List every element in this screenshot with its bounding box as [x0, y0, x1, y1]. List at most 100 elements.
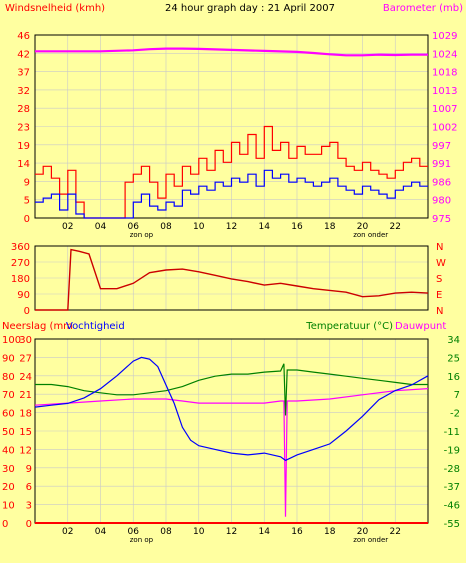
x-tick-label: 22 [390, 527, 401, 537]
rain-y-tick: 6 [26, 482, 32, 493]
humidity-y-tick: 10 [2, 501, 15, 512]
humidity-y-tick: 0 [2, 519, 8, 530]
temperature-y-tick: 7 [454, 390, 460, 401]
dewpoint-line [34, 388, 429, 517]
wind-average-line [35, 169, 428, 219]
compass-letter: N [436, 242, 443, 253]
winddir-y-tick: 270 [11, 258, 30, 269]
rain-y-tick: 18 [19, 409, 32, 420]
compass-letter: S [436, 274, 442, 285]
x-tick-label: 10 [193, 527, 205, 537]
humidity-y-tick: 50 [2, 427, 15, 438]
wind-barometer-panel: 46 42 37 32 28 23 19 14 9 5 0 1029 1024 1018 1013 1007 1… [17, 31, 457, 239]
wind-axis-title: Windsnelheid (kmh) [5, 3, 105, 14]
temperature-y-tick: 25 [447, 353, 460, 364]
wind-y-tick: 9 [24, 177, 30, 188]
temperature-y-tick: 34 [447, 335, 460, 346]
winddir-y-tick: 180 [11, 274, 30, 285]
rain-y-tick: 21 [19, 390, 32, 401]
rain-y-tick: 30 [19, 335, 32, 346]
x-tick-label: 02 [62, 222, 73, 232]
winddir-y-tick: 360 [11, 242, 30, 253]
barometer-y-tick: 986 [432, 177, 451, 188]
x-tick-label: 20 [357, 527, 369, 537]
rain-y-tick: 27 [19, 353, 32, 364]
humidity-temperature-panel: 1009080706050403020100302724211815129630… [2, 335, 460, 544]
temperature-y-tick: -55 [444, 519, 460, 530]
compass-letter: W [436, 258, 446, 269]
rain-y-tick: 15 [19, 427, 32, 438]
humidity-y-tick: 30 [2, 464, 15, 475]
x-tick-label: 16 [291, 527, 303, 537]
barometer-axis-title: Barometer (mb) [383, 3, 463, 14]
x-tick-label: 22 [390, 222, 401, 232]
wind-y-tick: 42 [17, 49, 30, 60]
wind-y-tick: 46 [17, 31, 30, 42]
humidity-y-tick: 70 [2, 390, 15, 401]
x-tick-label: 08 [160, 527, 172, 537]
winddir-y-tick: 90 [17, 290, 30, 301]
humidity-y-tick: 40 [2, 445, 15, 456]
humidity-line [34, 356, 429, 462]
humidity-y-tick: 60 [2, 409, 15, 420]
barometer-y-tick: 1007 [432, 104, 457, 115]
temperature-y-tick: 16 [447, 372, 460, 383]
barometer-y-tick: 1029 [432, 31, 457, 42]
barometer-y-tick: 975 [432, 214, 451, 225]
x-tick-label: 18 [324, 527, 336, 537]
temperature-y-tick: -11 [444, 427, 460, 438]
rain-y-tick: 0 [26, 519, 32, 530]
x-tick-label: 14 [259, 527, 271, 537]
x-tick-label: 20 [357, 222, 369, 232]
temperature-line [35, 363, 428, 416]
wind-y-tick: 37 [17, 68, 30, 79]
rain-axis-title: Neerslag (mm [2, 321, 73, 332]
rain-y-tick: 9 [26, 464, 32, 475]
barometer-y-tick: 1024 [432, 49, 457, 60]
winddir-y-tick: 0 [24, 306, 30, 317]
sunset-label: zon onder [353, 231, 388, 239]
wind-y-tick: 28 [17, 104, 30, 115]
rain-y-tick: 24 [19, 372, 32, 383]
x-tick-label: 18 [324, 222, 336, 232]
x-tick-label: 02 [62, 527, 73, 537]
wind-y-tick: 0 [24, 214, 30, 225]
temperature-y-tick: -46 [444, 501, 460, 512]
x-tick-label: 12 [226, 222, 237, 232]
graph-title: 24 hour graph day : 21 April 2007 [165, 3, 335, 14]
wind-y-tick: 23 [17, 123, 30, 134]
temperature-y-tick: -37 [444, 482, 460, 493]
wind-y-tick: 5 [24, 196, 30, 207]
barometer-y-tick: 991 [432, 159, 451, 170]
humidity-y-tick: 90 [2, 353, 15, 364]
x-tick-label: 06 [128, 222, 140, 232]
wind-y-tick: 19 [17, 141, 30, 152]
wind-direction-line [35, 248, 429, 311]
x-tick-label: 04 [95, 527, 107, 537]
compass-letter: N [436, 306, 443, 317]
temperature-y-tick: -2 [450, 409, 460, 420]
x-tick-label: 16 [291, 222, 303, 232]
temperature-y-tick: -19 [444, 445, 460, 456]
barometer-y-tick: 1013 [432, 86, 457, 97]
barometer-y-tick: 1018 [432, 68, 457, 79]
wind-y-tick: 14 [17, 159, 30, 170]
compass-letter: E [436, 290, 442, 301]
x-tick-label: 08 [160, 222, 172, 232]
barometer-y-tick: 997 [432, 141, 451, 152]
humidity-y-tick: 20 [2, 482, 15, 493]
x-tick-label: 06 [128, 527, 140, 537]
x-tick-label: 04 [95, 222, 107, 232]
temperature-y-tick: -28 [444, 464, 460, 475]
plot-frame [34, 245, 429, 311]
plot-frame [34, 34, 429, 219]
sunrise-label: zon op [130, 231, 154, 239]
x-tick-label: 14 [259, 222, 271, 232]
barometer-line [35, 47, 428, 57]
dewpoint-axis-title: Dauwpunt [395, 321, 446, 332]
barometer-y-tick: 1002 [432, 123, 457, 134]
humidity-axis-title: Vochtigheid [66, 321, 125, 332]
wind-y-tick: 32 [17, 86, 30, 97]
